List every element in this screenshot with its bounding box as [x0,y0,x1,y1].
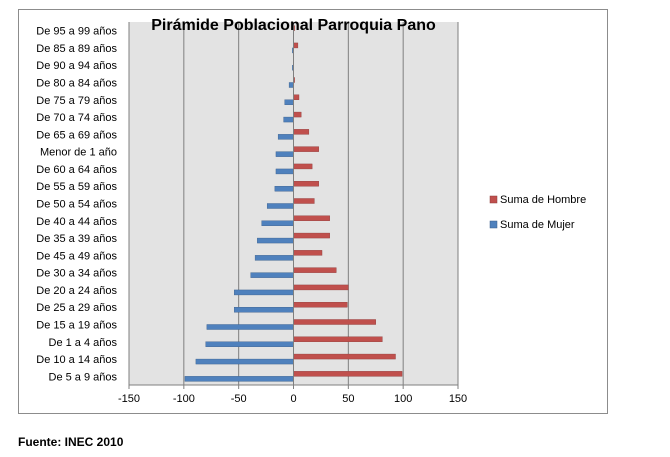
category-label: Menor de 1 año [40,147,117,159]
bar-mujer [283,116,294,123]
bar-hombre [293,129,310,135]
bar-mujer [250,272,294,278]
category-label: De 5 a 9 años [49,371,118,383]
bar-hombre [293,42,299,49]
bar-hombre [293,336,383,342]
x-tick-label: 100 [394,393,412,405]
bar-hombre [293,267,337,273]
category-label: De 75 a 79 años [36,95,117,107]
bar-hombre [293,371,403,377]
category-label: De 30 a 34 años [36,268,117,280]
bar-mujer [234,289,294,296]
bar-mujer [195,358,294,365]
legend-swatch [489,220,498,229]
bar-hombre [293,181,319,187]
category-label: De 25 a 29 años [36,302,117,314]
bar-hombre [293,319,376,325]
x-tick-label: 0 [290,393,296,405]
bar-hombre [293,353,396,360]
bar-mujer [206,324,294,330]
category-label: De 35 a 39 años [36,233,117,245]
bar-hombre [293,250,323,256]
category-label: De 95 a 99 años [36,26,117,38]
bar-hombre [293,284,349,291]
bar-mujer [274,186,294,192]
chart-frame: De 95 a 99 años De 85 a 89 años De 90 a 94… [18,9,608,414]
bar-hombre [293,302,348,308]
chart-title: Pirámide Poblacional Parroquia Pano [151,17,436,34]
x-tick-label: -100 [173,393,195,405]
category-label: De 15 a 19 años [36,320,117,332]
legend-label: Suma de Hombre [500,194,586,206]
category-label: De 55 a 59 años [36,181,117,193]
bar-hombre [293,198,315,204]
category-label: De 1 a 4 años [49,337,118,349]
bar-hombre [293,111,302,118]
bar-mujer [275,168,294,175]
bar-hombre [293,94,300,100]
bar-mujer [277,134,294,140]
source-note: Fuente: INEC 2010 [18,435,124,449]
category-label: De 20 a 24 años [36,285,117,297]
bar-mujer [284,99,294,105]
bar-mujer [234,307,294,313]
bar-mujer [266,203,294,209]
category-label: De 10 a 14 años [36,354,117,366]
category-label: De 40 a 44 años [36,216,117,228]
bar-hombre [293,146,319,152]
category-label: De 85 a 89 años [36,43,117,55]
category-label: De 80 a 84 años [36,78,117,90]
x-tick-label: -50 [231,393,247,405]
x-tick-label: 50 [342,393,354,405]
bar-mujer [288,82,294,88]
bar-mujer [261,220,294,226]
bar-hombre [293,232,330,239]
bar-mujer [275,151,294,157]
category-label: De 65 a 69 años [36,129,117,141]
pyramid-chart: De 95 a 99 años De 85 a 89 años De 90 a 94… [36,17,586,405]
bar-mujer [205,341,294,347]
bar-mujer [257,237,294,244]
category-label: De 45 a 49 años [36,250,117,262]
x-tick-label: 150 [449,393,467,405]
bar-mujer [254,255,294,261]
legend-swatch [489,195,498,204]
category-label: De 60 a 64 años [36,164,117,176]
bar-hombre [293,215,330,221]
bar-mujer [184,376,294,382]
category-label: De 70 a 74 años [36,112,117,124]
category-label: De 50 a 54 años [36,199,117,211]
legend-label: Suma de Mujer [500,219,575,231]
bar-hombre [293,163,313,170]
category-label: De 90 a 94 años [36,60,117,72]
x-tick-label: -150 [118,393,140,405]
